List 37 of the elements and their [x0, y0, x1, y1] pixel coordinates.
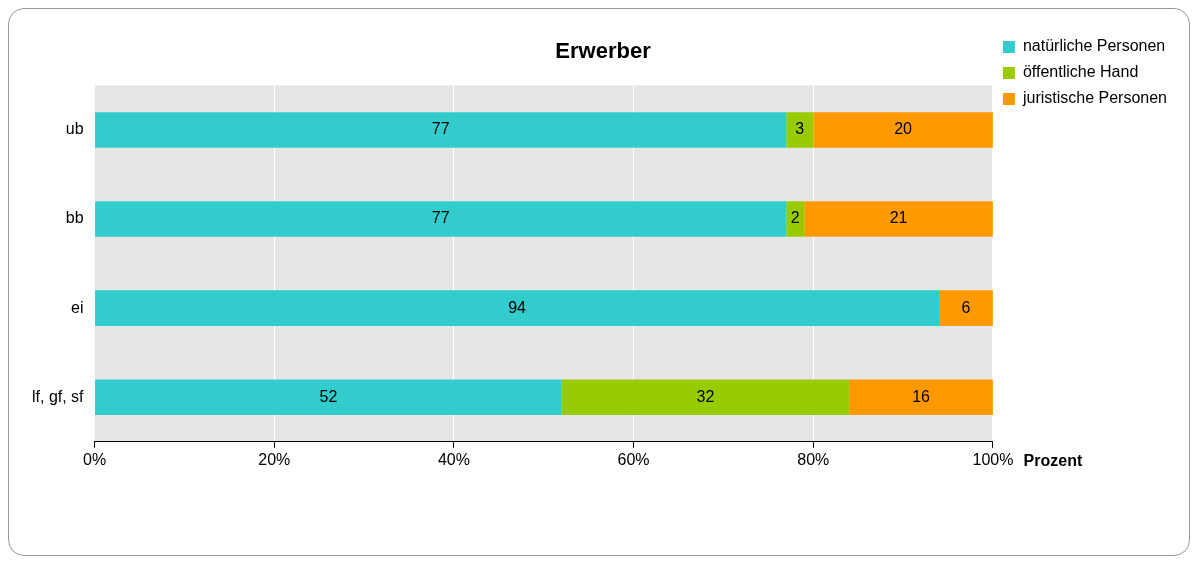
x-tick-label: 100% [972, 450, 1014, 468]
bar [804, 201, 993, 237]
x-tick-label: 20% [258, 450, 291, 468]
x-tick-label: 0% [83, 450, 107, 468]
data-label: 20 [894, 120, 913, 138]
x-tick-label: 60% [617, 450, 650, 468]
legend-label: juristische Personen [1021, 89, 1168, 107]
data-label: 77 [431, 120, 450, 138]
data-label: 16 [912, 387, 931, 405]
y-tick-label: ei [71, 298, 84, 316]
data-label: 32 [696, 387, 715, 405]
y-tick-label: ub [65, 120, 84, 138]
y-tick-label: bb [65, 209, 84, 227]
bar [786, 112, 814, 148]
x-tick-label: 80% [797, 450, 830, 468]
bar [813, 112, 993, 148]
data-label: 3 [795, 120, 805, 138]
legend-label: natürliche Personen [1022, 37, 1166, 55]
bar [95, 290, 940, 326]
x-axis-title: Prozent [1023, 452, 1083, 470]
bar [849, 379, 993, 416]
data-label: 6 [961, 298, 971, 316]
bar [95, 379, 562, 416]
bar [786, 201, 805, 237]
data-label: 77 [431, 209, 450, 227]
data-label: 52 [319, 387, 338, 405]
bar [561, 379, 850, 416]
chart-title: Erwerber [555, 38, 652, 64]
legend-label: öffentliche Hand [1022, 63, 1139, 81]
bar [939, 290, 993, 326]
bar [95, 112, 787, 148]
bar [95, 201, 787, 237]
x-tick-label: 40% [437, 450, 470, 468]
data-label: 94 [508, 298, 527, 316]
data-label: 21 [889, 209, 908, 227]
data-label: 2 [790, 209, 800, 227]
y-tick-label: lf, gf, sf [31, 387, 85, 405]
